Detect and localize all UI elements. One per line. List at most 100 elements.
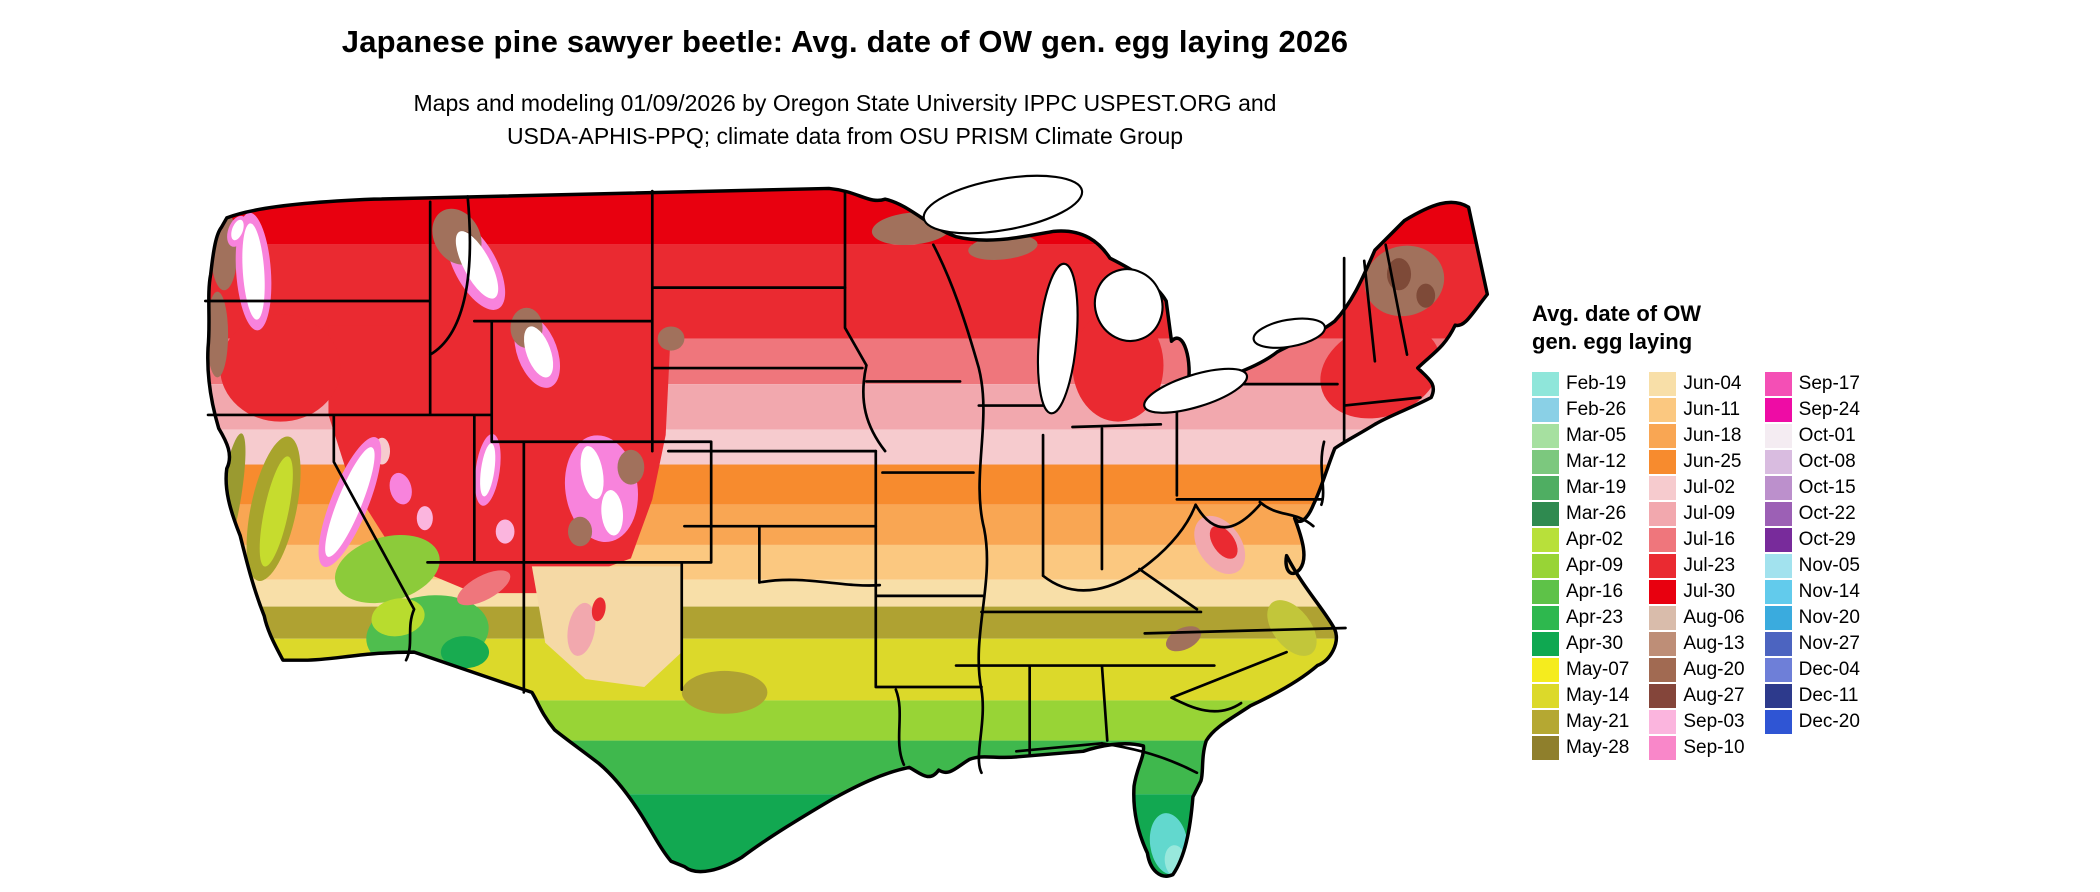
- legend-swatch: [1649, 476, 1677, 500]
- terrain-patch: [580, 446, 604, 500]
- legend-swatch: [1649, 606, 1677, 630]
- legend-swatch: [1532, 580, 1559, 604]
- terrain-patch: [455, 231, 499, 299]
- legend-swatch: [1649, 502, 1677, 526]
- legend-column: Feb-19 Feb-26 Mar-05 Mar-12 Mar-19 Mar-26 Apr-…: [1532, 371, 1629, 761]
- legend-entry: Apr-02: [1532, 527, 1629, 553]
- legend-entry: Mar-05: [1532, 423, 1629, 449]
- legend-label: Aug-20: [1683, 659, 1745, 680]
- legend-label: Jul-09: [1683, 503, 1736, 524]
- terrain-patch: [1320, 322, 1441, 419]
- legend-label: Jul-16: [1683, 529, 1736, 550]
- legend-label: Jul-30: [1683, 581, 1736, 602]
- lake: [1252, 317, 1327, 349]
- legend-entry: Jul-30: [1649, 579, 1744, 605]
- map-header: Japanese pine sawyer beetle: Avg. date o…: [95, 24, 1595, 153]
- legend-label: Sep-24: [1798, 399, 1860, 420]
- state-borders: [204, 189, 1422, 775]
- legend-label: May-28: [1566, 737, 1630, 758]
- legend-entry: Jun-11: [1649, 397, 1744, 423]
- legend-label: Nov-20: [1798, 607, 1860, 628]
- legend-swatch: [1649, 554, 1677, 578]
- legend-label: Oct-15: [1798, 477, 1856, 498]
- legend-swatch: [1649, 632, 1677, 656]
- terrain-patch: [334, 535, 440, 604]
- legend-entry: Nov-20: [1764, 605, 1860, 631]
- legend-entry: Oct-22: [1764, 501, 1860, 527]
- legend-swatch: [1532, 502, 1559, 526]
- legend-swatch: [1532, 424, 1559, 448]
- legend-entry: Dec-20: [1764, 709, 1860, 735]
- terrain-patch: [657, 326, 685, 351]
- legend-label: Feb-26: [1566, 399, 1627, 420]
- legend-title-line-2: gen. egg laying: [1532, 329, 1693, 354]
- terrain-patch: [440, 636, 490, 669]
- legend-swatch: [1649, 528, 1677, 552]
- subtitle-line-2: USDA-APHIS-PPQ; climate data from OSU PR…: [506, 123, 1184, 149]
- legend-label: Oct-08: [1798, 451, 1856, 472]
- date-band: [207, 794, 1488, 877]
- legend-column: Jun-04 Jun-11 Jun-18 Jun-25 Jul-02 Jul-09 Jul-…: [1649, 371, 1745, 761]
- legend-entry: Jul-16: [1649, 527, 1744, 553]
- legend-swatch: [1764, 398, 1792, 422]
- terrain-patch: [617, 449, 645, 485]
- legend-swatch: [1764, 580, 1792, 604]
- legend-swatch: [1764, 554, 1792, 578]
- legend-swatch: [1532, 476, 1559, 500]
- terrain-patch: [1267, 600, 1317, 656]
- terrain-patch: [259, 456, 293, 567]
- legend-entry: Sep-10: [1649, 735, 1745, 761]
- page-title: Japanese pine sawyer beetle: Avg. date o…: [341, 24, 1349, 59]
- legend-label: Jun-11: [1683, 399, 1741, 420]
- legend-label: Aug-13: [1683, 633, 1745, 654]
- legend-label: Jun-25: [1683, 451, 1742, 472]
- legend-entry: Dec-04: [1764, 657, 1860, 683]
- legend-swatch: [1649, 736, 1677, 760]
- legend-label: Mar-26: [1566, 503, 1627, 524]
- legend-swatch: [1764, 606, 1792, 630]
- state-borders-central: [843, 189, 1216, 775]
- legend-swatch: [1649, 684, 1677, 708]
- legend-swatch: [1764, 684, 1792, 708]
- legend-swatch: [1532, 398, 1559, 422]
- legend-swatch: [1532, 632, 1559, 656]
- legend-entry: Jul-23: [1649, 553, 1744, 579]
- legend-entry: Oct-01: [1764, 423, 1860, 449]
- terrain-patch: [531, 566, 682, 687]
- legend-label: Nov-05: [1798, 555, 1860, 576]
- legend-label: Nov-27: [1798, 633, 1860, 654]
- legend-entry: Nov-14: [1764, 579, 1860, 605]
- legend-entry: Nov-05: [1764, 553, 1860, 579]
- legend-label: Apr-23: [1566, 607, 1624, 628]
- legend-label: Oct-01: [1798, 425, 1856, 446]
- legend-entry: Oct-08: [1764, 449, 1860, 475]
- date-band: [207, 700, 1488, 741]
- terrain-patch: [681, 670, 768, 714]
- legend-entry: May-07: [1532, 657, 1629, 683]
- legend-swatch: [1764, 502, 1792, 526]
- terrain-patch: [567, 602, 596, 656]
- state-borders-west: [204, 189, 882, 694]
- legend-entry: May-21: [1532, 709, 1629, 735]
- legend-label: Dec-04: [1798, 659, 1860, 680]
- terrain-patch: [207, 291, 229, 378]
- legend-label: Jul-23: [1683, 555, 1736, 576]
- legend-entry: Jul-02: [1649, 475, 1744, 501]
- legend-swatch: [1764, 658, 1792, 682]
- legend-label: Oct-29: [1798, 529, 1856, 550]
- legend-entry: Sep-24: [1764, 397, 1860, 423]
- legend-swatch: [1532, 372, 1559, 396]
- legend-label: Sep-03: [1683, 711, 1745, 732]
- legend-swatch: [1532, 606, 1559, 630]
- legend-label: Aug-06: [1683, 607, 1745, 628]
- legend-label: Jul-02: [1683, 477, 1736, 498]
- legend-label: Mar-19: [1566, 477, 1627, 498]
- terrain-patch: [1416, 283, 1436, 308]
- legend-label: Apr-30: [1566, 633, 1624, 654]
- legend-swatch: [1649, 580, 1677, 604]
- legend-entry: Mar-26: [1532, 501, 1629, 527]
- us-map: [204, 174, 1490, 878]
- legend-swatch: [1764, 528, 1792, 552]
- lake: [922, 174, 1084, 235]
